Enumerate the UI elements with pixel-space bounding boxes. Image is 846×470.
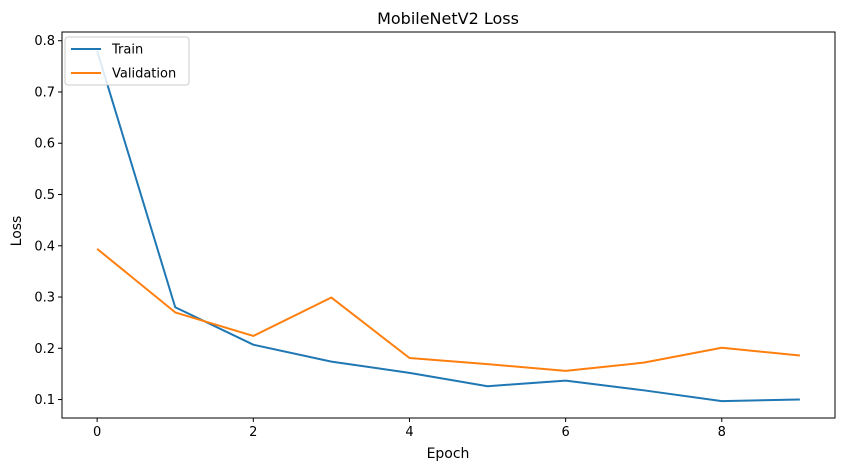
x-tick-label: 6 xyxy=(561,425,569,440)
x-axis-label: Epoch xyxy=(427,446,470,462)
x-tick-label: 4 xyxy=(405,425,413,440)
legend: Train Validation xyxy=(64,36,190,86)
y-axis-label: Loss xyxy=(9,216,25,247)
y-tick-label: 0.1 xyxy=(34,393,55,408)
y-tick-label: 0.8 xyxy=(34,34,55,49)
y-axis-ticks: 0.1 0.2 0.3 0.4 0.5 0.6 0.7 0.8 xyxy=(34,34,62,408)
y-tick-label: 0.3 xyxy=(34,291,55,306)
x-tick-label: 8 xyxy=(718,425,726,440)
x-tick-label: 0 xyxy=(93,425,101,440)
chart-title: MobileNetV2 Loss xyxy=(377,9,519,28)
axes-frame xyxy=(61,31,836,419)
series-line-train xyxy=(96,50,800,403)
legend-label-validation: Validation xyxy=(112,67,176,82)
y-tick-label: 0.5 xyxy=(34,188,55,203)
series-lines xyxy=(96,50,800,403)
x-axis-ticks: 0 2 4 6 8 xyxy=(93,418,726,440)
legend-label-train: Train xyxy=(111,43,143,58)
y-tick-label: 0.6 xyxy=(34,137,55,152)
series-line-validation xyxy=(96,248,800,372)
y-tick-label: 0.7 xyxy=(34,85,55,100)
x-tick-label: 2 xyxy=(249,425,257,440)
plot-area: 0 2 4 6 8 0.1 0.2 0.3 0.4 0.5 0.6 0.7 0.8 xyxy=(34,31,836,440)
y-tick-label: 0.2 xyxy=(34,342,55,357)
y-tick-label: 0.4 xyxy=(34,239,55,254)
